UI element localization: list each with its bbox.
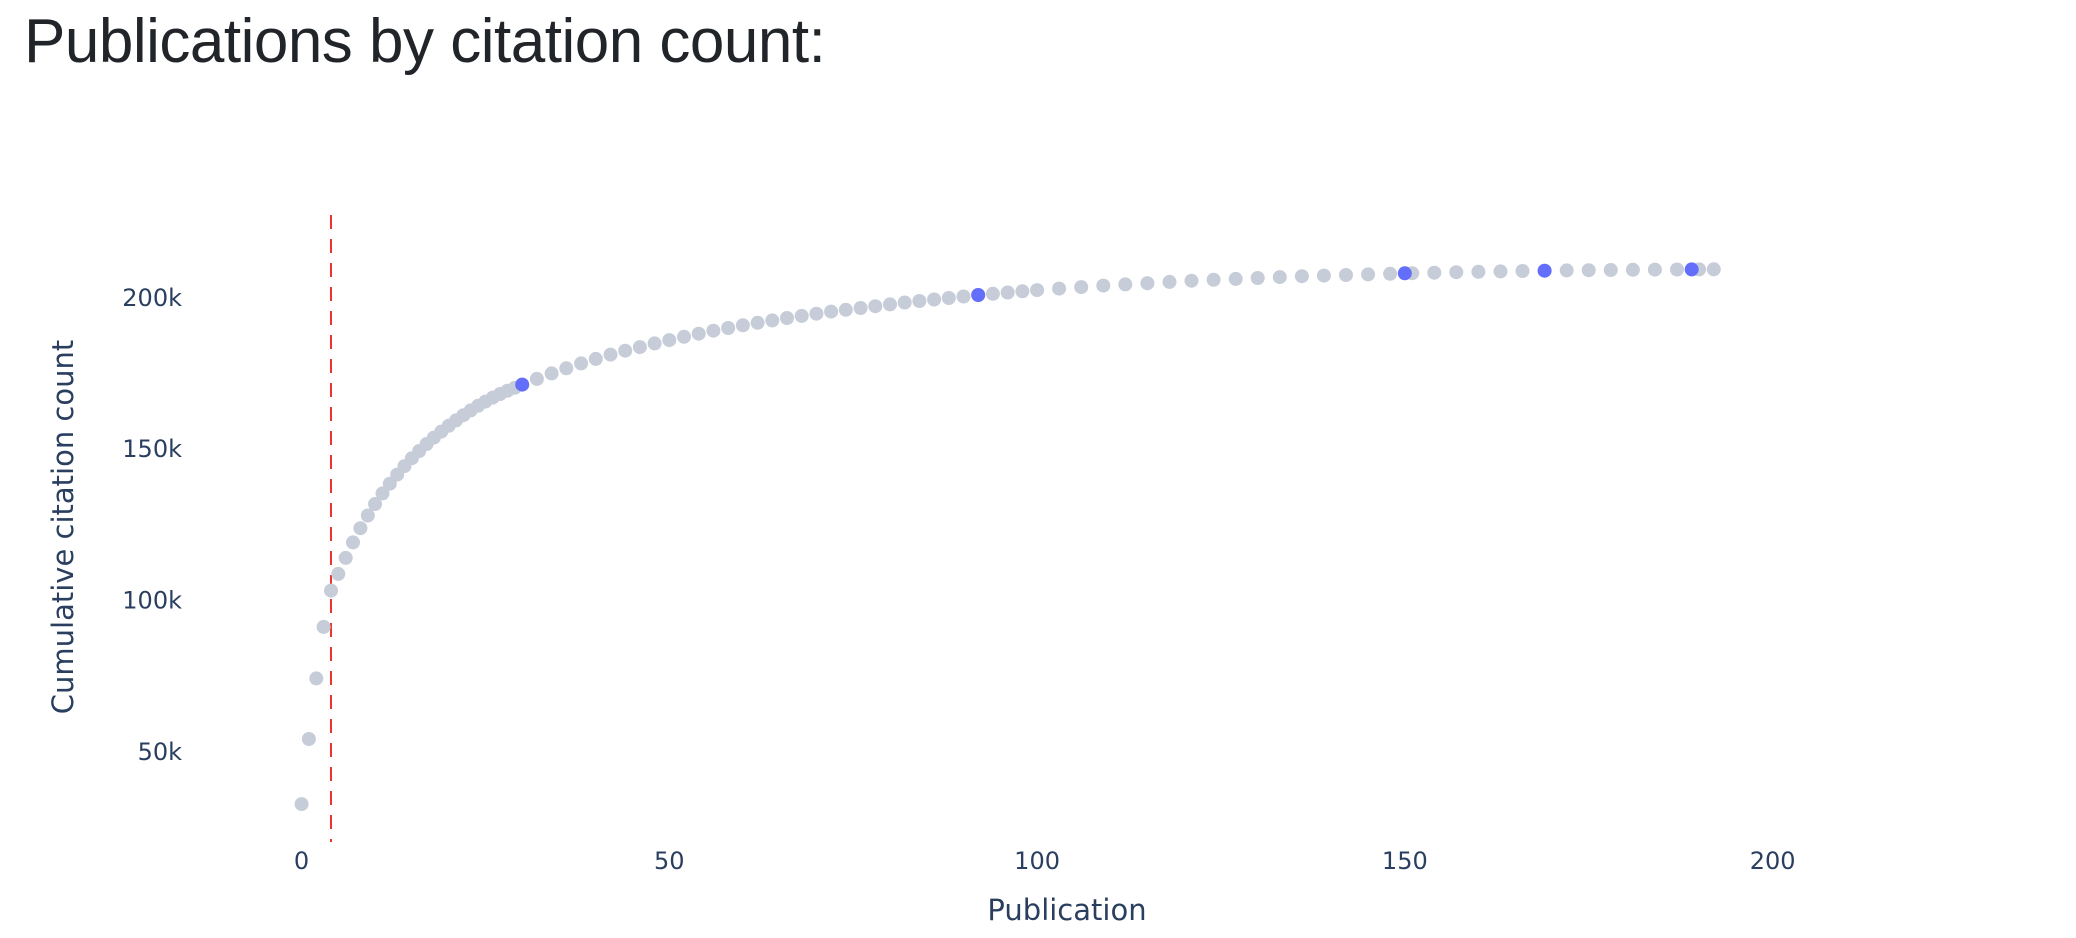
data-point[interactable]: [1493, 264, 1508, 279]
data-point[interactable]: [691, 326, 706, 341]
x-axis-ticks: 0 50 100 150 200: [294, 847, 1796, 875]
data-point[interactable]: [750, 315, 765, 330]
x-tick-label: 150: [1382, 847, 1428, 875]
x-tick-label: 50: [654, 847, 685, 875]
data-point[interactable]: [1228, 271, 1243, 286]
data-point[interactable]: [1184, 273, 1199, 288]
data-point[interactable]: [529, 371, 544, 386]
y-axis-title: Cumulative citation count: [46, 340, 80, 714]
data-point[interactable]: [868, 299, 883, 314]
x-tick-label: 200: [1750, 847, 1796, 875]
data-point[interactable]: [618, 343, 633, 358]
data-point[interactable]: [1670, 262, 1684, 277]
data-point[interactable]: [1206, 272, 1221, 287]
x-tick-label: 0: [294, 847, 309, 875]
data-point[interactable]: [1471, 264, 1486, 279]
data-point[interactable]: [1000, 285, 1015, 300]
data-point[interactable]: [632, 340, 647, 355]
data-point[interactable]: [559, 361, 574, 376]
data-point[interactable]: [1339, 268, 1353, 282]
data-point[interactable]: [1096, 278, 1111, 293]
y-tick-label: 200k: [122, 284, 182, 312]
data-point[interactable]: [301, 732, 316, 746]
data-point[interactable]: [1427, 265, 1442, 280]
data-point[interactable]: [1625, 262, 1640, 277]
data-point[interactable]: [824, 304, 839, 319]
data-point[interactable]: [331, 566, 346, 581]
highlighted-data-point[interactable]: [971, 288, 986, 302]
highlighted-data-point[interactable]: [1537, 263, 1552, 278]
data-point[interactable]: [1162, 274, 1177, 289]
x-axis-title: Publication: [987, 893, 1146, 927]
data-point[interactable]: [316, 619, 331, 634]
highlighted-data-point[interactable]: [1684, 262, 1699, 277]
data-point[interactable]: [1316, 268, 1331, 283]
data-point[interactable]: [1559, 263, 1574, 278]
data-point[interactable]: [353, 521, 368, 536]
data-point[interactable]: [912, 294, 927, 308]
data-point[interactable]: [1383, 266, 1398, 281]
data-point[interactable]: [809, 306, 824, 321]
y-tick-label: 100k: [122, 587, 182, 615]
x-tick-label: 100: [1014, 847, 1060, 875]
data-point[interactable]: [324, 583, 338, 598]
data-point[interactable]: [603, 347, 618, 362]
data-point[interactable]: [1052, 281, 1067, 296]
data-point[interactable]: [544, 366, 559, 381]
y-axis-ticks: 50k 100k 150k 200k: [122, 284, 182, 766]
data-point[interactable]: [677, 329, 691, 344]
data-point[interactable]: [985, 286, 1000, 301]
data-point[interactable]: [1706, 262, 1721, 277]
series-0: [294, 262, 1721, 812]
y-tick-label: 150k: [122, 435, 182, 463]
data-point[interactable]: [662, 333, 677, 348]
data-point[interactable]: [780, 311, 794, 325]
data-points-layer: [294, 262, 1721, 812]
data-point[interactable]: [1647, 262, 1662, 277]
data-point[interactable]: [794, 308, 809, 323]
data-point[interactable]: [927, 292, 942, 307]
data-point[interactable]: [1074, 280, 1089, 295]
y-tick-label: 50k: [138, 738, 183, 766]
data-point[interactable]: [647, 336, 662, 351]
data-point[interactable]: [346, 535, 360, 550]
data-point[interactable]: [1581, 263, 1596, 278]
data-point[interactable]: [1449, 265, 1464, 280]
data-point[interactable]: [1030, 283, 1045, 298]
data-point[interactable]: [1294, 269, 1309, 284]
data-point[interactable]: [941, 291, 956, 305]
data-point[interactable]: [853, 301, 868, 315]
data-point[interactable]: [338, 550, 353, 565]
data-point[interactable]: [1015, 284, 1030, 299]
page-title: Publications by citation count:: [24, 7, 826, 76]
data-point[interactable]: [294, 797, 309, 812]
data-point[interactable]: [706, 323, 721, 338]
series-1: [515, 262, 1699, 392]
data-point[interactable]: [1118, 277, 1133, 292]
data-point[interactable]: [1603, 263, 1618, 277]
data-point[interactable]: [883, 297, 897, 312]
data-point[interactable]: [309, 671, 324, 686]
data-point[interactable]: [838, 302, 853, 317]
data-point[interactable]: [1272, 270, 1287, 285]
data-point[interactable]: [574, 356, 589, 371]
data-point[interactable]: [897, 295, 912, 310]
data-point[interactable]: [1140, 276, 1155, 291]
data-point[interactable]: [375, 486, 390, 501]
data-point[interactable]: [1515, 264, 1530, 278]
data-point[interactable]: [765, 313, 780, 328]
highlighted-data-point[interactable]: [1397, 266, 1412, 281]
data-point[interactable]: [721, 321, 736, 335]
data-point[interactable]: [1361, 267, 1376, 282]
highlighted-data-point[interactable]: [515, 377, 530, 392]
data-point[interactable]: [368, 497, 383, 511]
data-point[interactable]: [1250, 271, 1265, 285]
data-point[interactable]: [956, 289, 971, 304]
data-point[interactable]: [735, 318, 750, 333]
data-point[interactable]: [360, 508, 375, 523]
data-point[interactable]: [588, 351, 603, 366]
